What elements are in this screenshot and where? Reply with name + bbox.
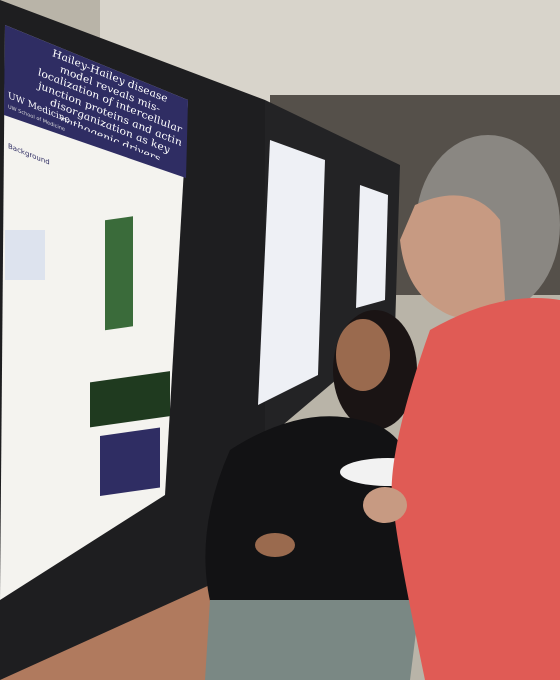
poster bbox=[356, 185, 388, 308]
poster-panel bbox=[100, 427, 160, 496]
red-sweater bbox=[391, 298, 560, 680]
pants bbox=[205, 600, 420, 680]
poster-figure bbox=[105, 216, 133, 331]
hand bbox=[363, 487, 407, 523]
face bbox=[400, 195, 505, 318]
poster-title-band bbox=[4, 25, 188, 178]
poster bbox=[258, 140, 325, 405]
poster-figure bbox=[5, 230, 45, 280]
hands bbox=[255, 533, 295, 557]
poster-figure bbox=[90, 371, 170, 428]
face bbox=[336, 319, 390, 391]
